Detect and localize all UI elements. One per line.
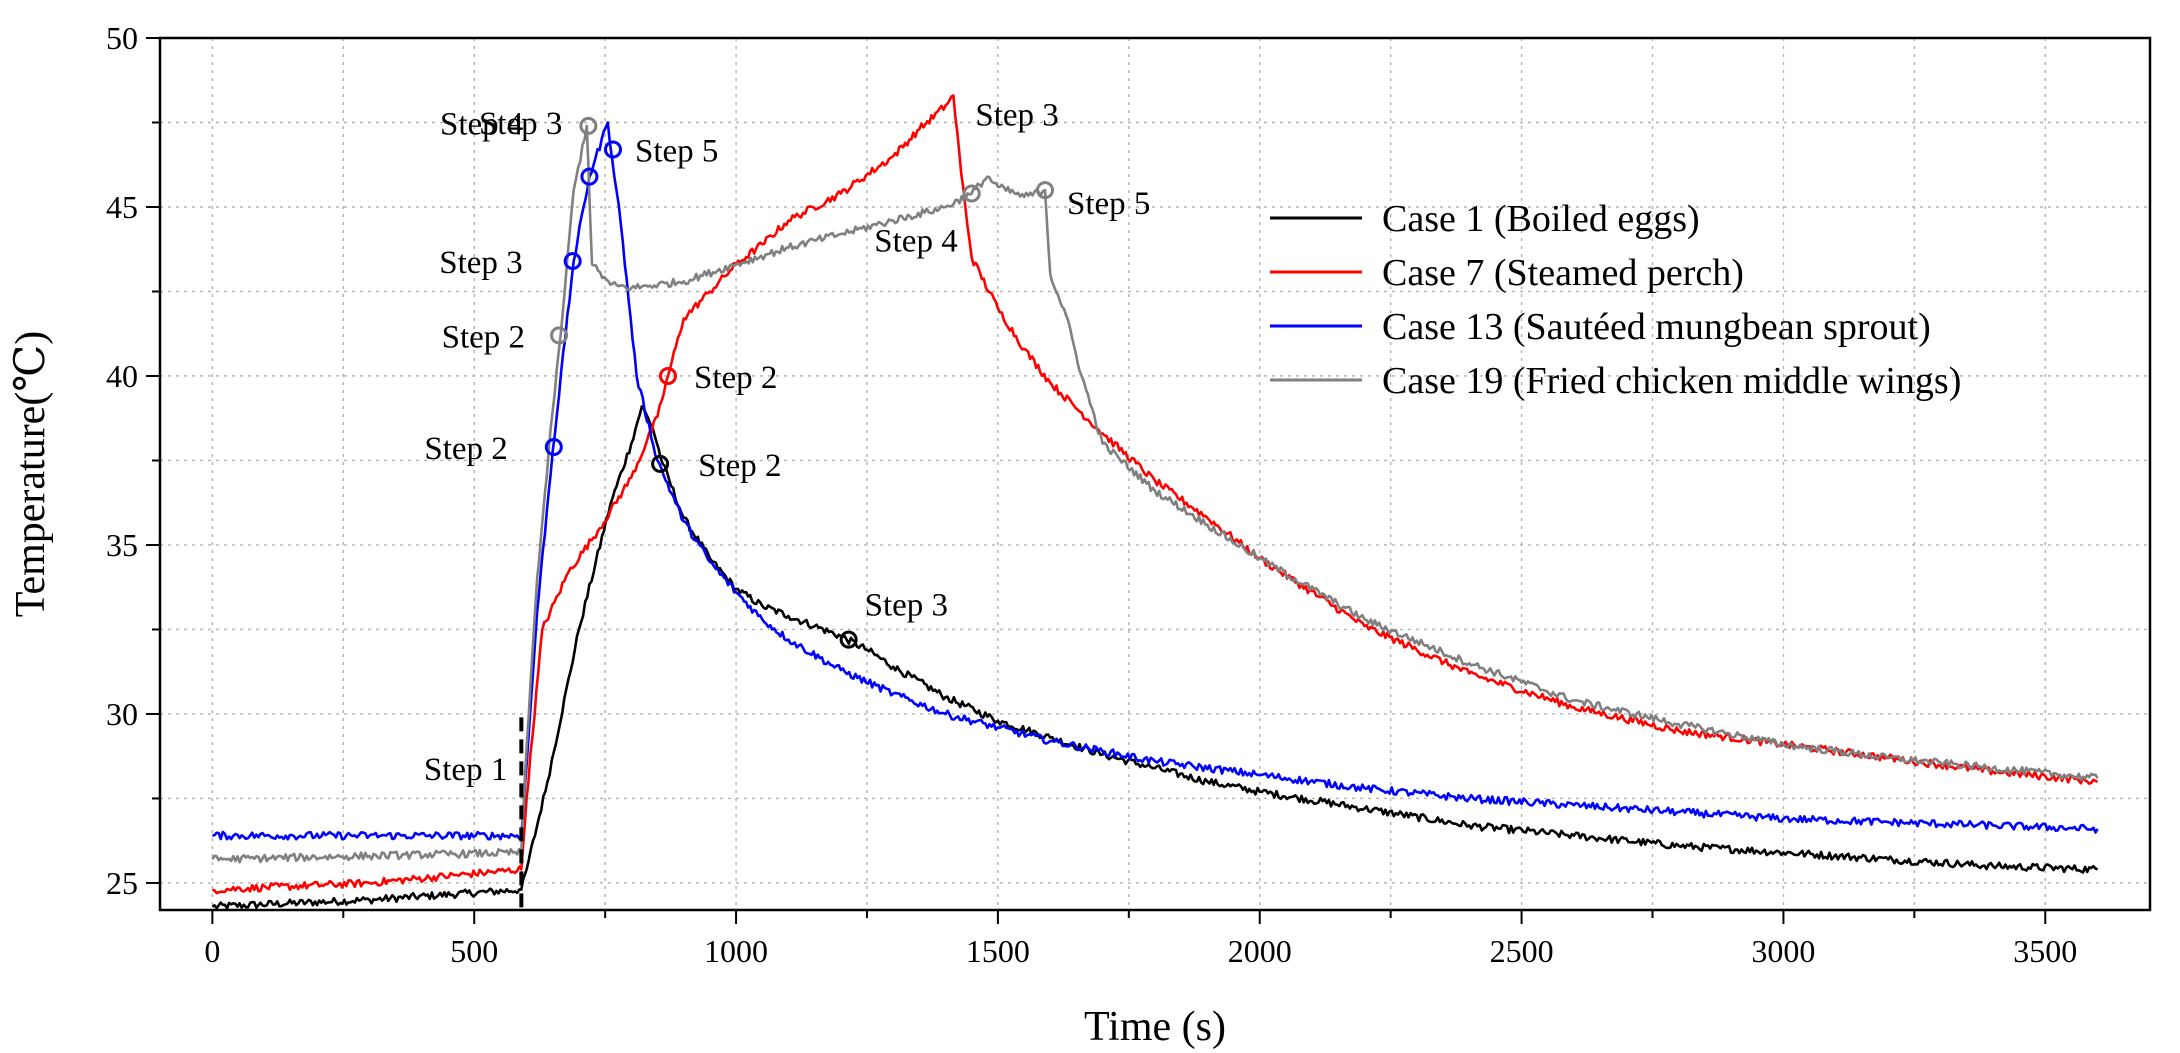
step-label: Step 2 [424, 431, 507, 467]
series-group [211, 94, 2099, 910]
step-label: Step 3 [975, 97, 1058, 133]
step-marker-case-13-saut-ed-mungbean-sprout [563, 252, 582, 271]
step-1-label: Step 1 [424, 752, 507, 788]
x-tick-label: 3000 [1751, 933, 1815, 969]
y-tick-label: 45 [106, 189, 138, 225]
y-tick-label: 35 [106, 527, 138, 563]
step-marker-case-19-fried-chicken-middle-wings [579, 116, 598, 135]
series-line-case-19-fried-chicken-middle-wings [211, 124, 2099, 864]
step-label: Step 3 [865, 588, 948, 624]
legend-label-case-13-saut-ed-mungbean-sprout: Case 13 (Sautéed mungbean sprout) [1382, 306, 1931, 348]
x-tick-label: 2000 [1228, 933, 1292, 969]
step-label: Step 2 [442, 319, 525, 355]
y-tick-label: 40 [106, 358, 138, 394]
x-tick-label: 0 [204, 933, 220, 969]
legend-label-case-1-boiled-eggs: Case 1 (Boiled eggs) [1382, 198, 1700, 240]
x-tick-label: 1500 [966, 933, 1030, 969]
step-annotations: Step 1 [424, 717, 524, 910]
plot-frame [158, 36, 2152, 912]
step-marker-case-19-fried-chicken-middle-wings [1036, 181, 1055, 200]
axis-ticks: 0 500 1000 1500 2000 2500 3000 3500 25 30 35 40 45 50 [106, 20, 2077, 969]
x-axis-label: Time (s) [1084, 1004, 1226, 1050]
y-tick-label: 30 [106, 696, 138, 732]
x-tick-label: 2500 [1490, 933, 1554, 969]
step-marker-case-1-boiled-eggs [839, 630, 858, 649]
legend: Case 1 (Boiled eggs) Case 7 (Steamed perc… [1270, 198, 1961, 402]
y-axis-label: Temperature(℃) [8, 331, 54, 618]
x-tick-label: 500 [450, 933, 498, 969]
step-label: Step 4 [440, 107, 523, 143]
legend-label-case-7-steamed-perch: Case 7 (Steamed perch) [1382, 252, 1744, 294]
series-line-case-1-boiled-eggs [211, 405, 2099, 910]
y-tick-label: 25 [106, 865, 138, 901]
step-marker-case-13-saut-ed-mungbean-sprout [580, 167, 599, 186]
step-label: Step 2 [694, 360, 777, 396]
step-marker-case-7-steamed-perch [658, 366, 677, 385]
x-tick-label: 3500 [2013, 933, 2077, 969]
step-label: Step 3 [479, 106, 562, 142]
x-tick-label: 1000 [704, 933, 768, 969]
step-label: Step 5 [635, 134, 718, 170]
step-label: Step 5 [1067, 186, 1150, 222]
y-tick-label: 50 [106, 20, 138, 56]
legend-label-case-19-fried-chicken-middle-wings: Case 19 (Fried chicken middle wings) [1382, 360, 1961, 402]
step-label: Step 3 [439, 245, 522, 281]
step-marker-case-1-boiled-eggs [651, 454, 670, 473]
step-label: Step 4 [874, 223, 957, 259]
step-marker-case-13-saut-ed-mungbean-sprout [603, 140, 622, 159]
step-label: Step 2 [698, 448, 781, 484]
step-marker-case-19-fried-chicken-middle-wings [962, 184, 981, 203]
step-marker-case-13-saut-ed-mungbean-sprout [544, 437, 563, 456]
step-marker-case-19-fried-chicken-middle-wings [550, 326, 569, 345]
grid-lines [160, 38, 2150, 910]
